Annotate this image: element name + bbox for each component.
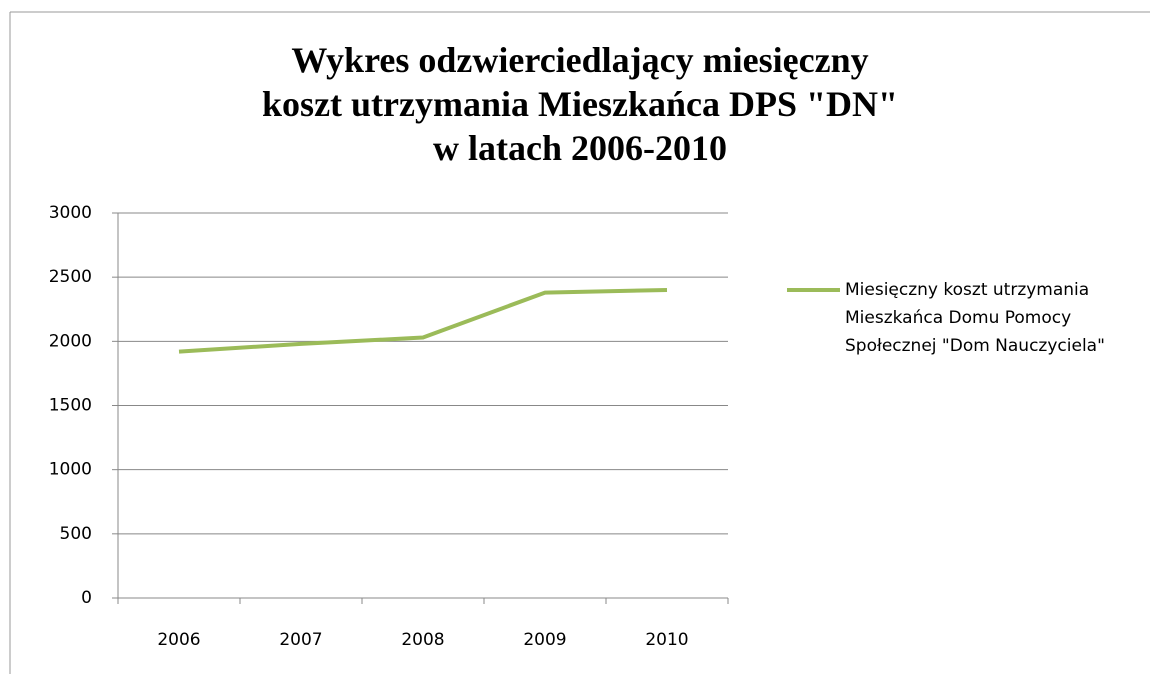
legend-label: Miesięczny koszt utrzymania Mieszkańca D… (845, 280, 1105, 356)
y-tick-label: 500 (60, 524, 92, 544)
y-tick-label: 0 (81, 588, 92, 608)
y-tick-label: 3000 (49, 203, 92, 223)
y-tick-label: 2500 (49, 267, 92, 287)
x-tick-label: 2006 (157, 630, 200, 650)
chart-title: Wykres odzwierciedlający miesięczny kosz… (262, 40, 898, 168)
y-tick-label: 1500 (49, 396, 92, 416)
x-tick-label: 2007 (279, 630, 322, 650)
y-tick-label: 2000 (49, 331, 92, 351)
x-tick-label: 2010 (645, 630, 688, 650)
data-line (178, 288, 668, 354)
x-tick-label: 2008 (401, 630, 444, 650)
y-tick-label: 1000 (49, 460, 92, 480)
x-tick-label: 2009 (523, 630, 566, 650)
